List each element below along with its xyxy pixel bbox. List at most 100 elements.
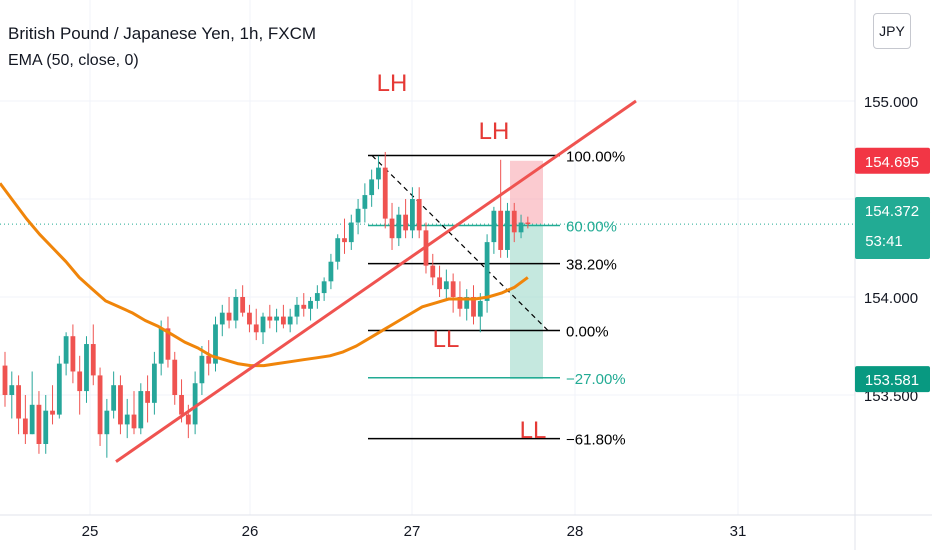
time-axis-label: 27 [404, 523, 421, 540]
candle-body [90, 344, 96, 376]
candle-body [505, 210, 510, 250]
symbol-title: British Pound / Japanese Yen, 1h, FXCM [8, 24, 317, 43]
candle-body [294, 304, 300, 317]
price-tick-label: 153.500 [864, 388, 918, 405]
candle-body [118, 385, 123, 425]
time-axis-label: 28 [567, 523, 584, 540]
candle-body [484, 242, 490, 301]
candle-body [287, 316, 293, 325]
candle-body [165, 328, 171, 360]
lh-label: LH [377, 70, 408, 97]
candle-body [525, 222, 531, 225]
bar-countdown-label: 53:41 [865, 233, 903, 250]
time-axis-label: 25 [82, 523, 99, 540]
candle-body [9, 385, 15, 395]
candle-body [477, 300, 483, 317]
fib-level-label: 38.20% [566, 257, 617, 274]
candle-body [124, 414, 130, 425]
price-badge [855, 366, 930, 393]
ema50-line[interactable] [0, 182, 529, 368]
price-tick-label: 155.000 [864, 94, 918, 111]
candle-body [457, 297, 463, 309]
candle-body [314, 293, 320, 301]
price-tick-label: 154.000 [864, 290, 918, 307]
candle-body [376, 167, 381, 180]
candle-body [2, 365, 8, 395]
fib-level-label: −27.00% [566, 371, 626, 388]
candle-body [206, 355, 212, 364]
time-axis-label: 26 [242, 523, 259, 540]
fib-level-label: −61.80% [566, 432, 626, 449]
price-badge-label: 154.695 [865, 154, 919, 171]
candle-body [247, 312, 252, 325]
fib-level-label: 100.00% [566, 148, 625, 165]
candle-body [410, 199, 415, 231]
candle-body [56, 363, 62, 415]
candle-body [389, 218, 395, 239]
candle-body [280, 316, 286, 325]
candle-body [416, 199, 422, 231]
candle-body [63, 336, 69, 364]
candle-body [355, 208, 361, 223]
candle-body [403, 214, 409, 231]
candle-body [84, 344, 89, 392]
candle-body [16, 385, 21, 419]
candle-body [267, 316, 273, 321]
candle-body [138, 391, 144, 429]
candle-body [253, 324, 259, 333]
candle-body [511, 210, 517, 233]
candle-body [362, 195, 368, 209]
candle-body [260, 316, 266, 333]
price-badge-label: 153.581 [865, 372, 919, 389]
candle-body [131, 414, 137, 429]
candle-body [437, 277, 442, 290]
candle-body [240, 297, 246, 313]
fib-level-label: 60.00% [566, 218, 617, 235]
trendline[interactable] [115, 99, 637, 463]
candle-body [369, 179, 375, 196]
candle-body [450, 281, 456, 297]
candle-body [158, 328, 164, 364]
ema-indicator-label[interactable]: EMA (50, close, 0) [8, 52, 139, 69]
candle-body [185, 414, 191, 425]
candle-body [104, 410, 110, 435]
candle-body [219, 312, 225, 325]
candle-body [179, 395, 184, 415]
candle-body [335, 238, 341, 262]
candle-body [199, 355, 205, 384]
candle-body [70, 336, 76, 372]
time-axis-label: 31 [730, 523, 747, 540]
fib-level-label: 0.00% [566, 324, 609, 341]
candle-body [50, 410, 55, 415]
candle-body [43, 410, 49, 444]
candle-body [491, 210, 497, 243]
price-badge [855, 147, 930, 174]
candle-body [274, 316, 279, 321]
candle-body [151, 363, 157, 403]
price-badge-label: 154.372 [865, 203, 919, 220]
candle-body [308, 300, 313, 309]
candle-body [328, 261, 334, 282]
candle-body [226, 312, 232, 321]
candle-body [464, 297, 470, 309]
candle-body [348, 222, 354, 243]
position-reward-zone[interactable] [510, 224, 543, 380]
candle-body [213, 324, 218, 364]
currency-button[interactable]: JPY [873, 13, 911, 49]
ll-label: LL [520, 417, 547, 444]
candle-body [192, 383, 198, 425]
candle-body [430, 265, 436, 278]
candle-body [471, 297, 476, 317]
candle-body [396, 214, 402, 239]
lh-label: LH [479, 118, 510, 145]
candle-body [111, 385, 117, 411]
candle-body [498, 210, 504, 250]
candle-body [518, 222, 524, 233]
candle-body [382, 167, 388, 219]
candle-body [233, 297, 239, 321]
candle-body [321, 281, 327, 294]
candle-body [301, 304, 307, 309]
